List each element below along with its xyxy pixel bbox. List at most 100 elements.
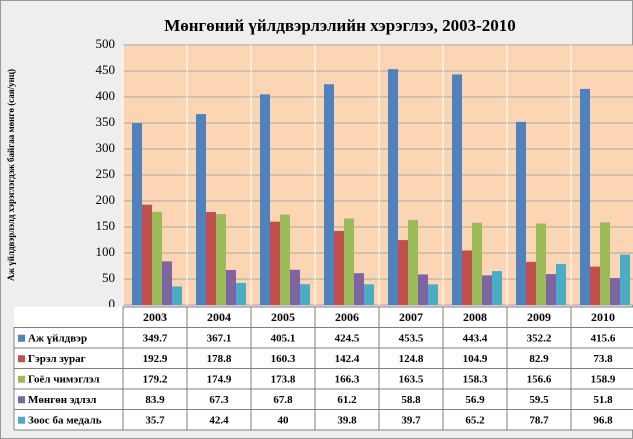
bar <box>226 270 236 305</box>
table-cell: 39.8 <box>337 414 357 426</box>
table-cell: 158.3 <box>463 373 488 385</box>
y-tick-label: 300 <box>96 140 116 155</box>
bar <box>162 261 172 305</box>
table-cell: 453.5 <box>399 332 424 344</box>
table-cell: 67.3 <box>209 394 229 406</box>
bar <box>280 214 290 305</box>
table-cell: 352.2 <box>527 332 552 344</box>
table-cell: 424.5 <box>335 332 360 344</box>
legend-key <box>18 416 25 424</box>
bar <box>590 266 600 305</box>
bar <box>462 250 472 305</box>
y-tick-label: 50 <box>102 270 115 285</box>
table-cell: 142.4 <box>335 353 360 365</box>
table-cell: 83.9 <box>145 394 165 406</box>
table-cell: 163.5 <box>399 373 424 385</box>
y-tick-label: 450 <box>96 62 116 77</box>
legend-label: Гоёл чимэглэл <box>28 373 100 385</box>
bar <box>364 284 374 305</box>
bar <box>290 269 300 305</box>
table-cell: 67.8 <box>273 394 293 406</box>
table-cell: 56.9 <box>465 394 485 406</box>
y-axis-label: Аж үйлдвэрлэлд хэрэглэгдэж байгаа мөнгө … <box>6 69 16 281</box>
bar <box>398 240 408 305</box>
legend-key <box>18 396 25 404</box>
bar <box>620 254 630 305</box>
table-cell: 51.8 <box>593 394 613 406</box>
y-tick-label: 100 <box>96 244 116 259</box>
table-cell: 42.4 <box>209 414 229 426</box>
bar <box>580 88 590 305</box>
bar <box>300 284 310 305</box>
bar <box>610 278 620 305</box>
table-cell: 65.2 <box>465 414 485 426</box>
legend-key <box>18 375 25 383</box>
table-cell: 40 <box>278 414 290 426</box>
table-cell: 104.9 <box>463 353 488 365</box>
table-cell: 179.2 <box>143 373 168 385</box>
table-cell: 160.3 <box>271 353 296 365</box>
x-tick-label: 2005 <box>271 310 295 324</box>
table-cell: 35.7 <box>145 414 165 426</box>
x-tick-label: 2006 <box>335 310 359 324</box>
table-cell: 96.8 <box>593 414 613 426</box>
table-cell: 174.9 <box>207 373 232 385</box>
table-cell: 192.9 <box>143 353 168 365</box>
table-cell: 173.8 <box>271 373 296 385</box>
bar <box>536 223 546 305</box>
table-cell: 178.8 <box>207 353 232 365</box>
table-cell: 367.1 <box>207 332 232 344</box>
bar <box>556 264 566 305</box>
y-tick-label: 350 <box>96 114 116 129</box>
y-tick-label: 500 <box>96 36 116 51</box>
table-cell: 349.7 <box>143 332 168 344</box>
legend-label: Аж үйлдвэр <box>28 332 87 344</box>
x-tick-label: 2004 <box>207 310 231 324</box>
table-cell: 166.3 <box>335 373 360 385</box>
bar <box>270 221 280 305</box>
table-cell: 124.8 <box>399 353 424 365</box>
legend-key <box>18 334 25 342</box>
bar <box>482 275 492 305</box>
bar <box>418 274 428 305</box>
bar <box>142 204 152 305</box>
x-tick-label: 2003 <box>143 310 167 324</box>
x-tick-label: 2007 <box>399 310 423 324</box>
bar <box>408 219 418 305</box>
bar <box>132 123 142 305</box>
table-cell: 39.7 <box>401 414 421 426</box>
bar <box>452 74 462 305</box>
table-cell: 443.4 <box>463 332 488 344</box>
table-cell: 158.9 <box>591 373 616 385</box>
table-cell: 156.6 <box>527 373 552 385</box>
y-tick-label: 200 <box>96 192 116 207</box>
x-tick-label: 2009 <box>527 310 551 324</box>
y-tick-label: 150 <box>96 218 116 233</box>
table-cell: 405.1 <box>271 332 296 344</box>
table-cell: 73.8 <box>593 353 613 365</box>
x-tick-label: 2008 <box>463 310 487 324</box>
bar <box>324 84 334 305</box>
bar <box>344 218 354 305</box>
bar <box>172 286 182 305</box>
bar <box>600 222 610 305</box>
table-cell: 61.2 <box>337 394 357 406</box>
bar <box>260 94 270 306</box>
legend-label: Мөнгөн эдлэл <box>28 394 96 406</box>
table-cell: 82.9 <box>529 353 549 365</box>
bar <box>388 69 398 306</box>
bar <box>526 261 536 305</box>
bar <box>354 273 364 305</box>
legend-key <box>18 355 25 363</box>
bar <box>492 271 502 305</box>
bar <box>546 274 556 305</box>
bar <box>516 121 526 305</box>
bar <box>152 211 162 305</box>
table-cell: 415.6 <box>591 332 616 344</box>
table-cell: 58.8 <box>401 394 421 406</box>
y-tick-label: 0 <box>109 296 116 311</box>
table-cell: 78.7 <box>529 414 549 426</box>
bar <box>428 284 438 305</box>
legend-label: Гэрэл зураг <box>28 353 86 365</box>
